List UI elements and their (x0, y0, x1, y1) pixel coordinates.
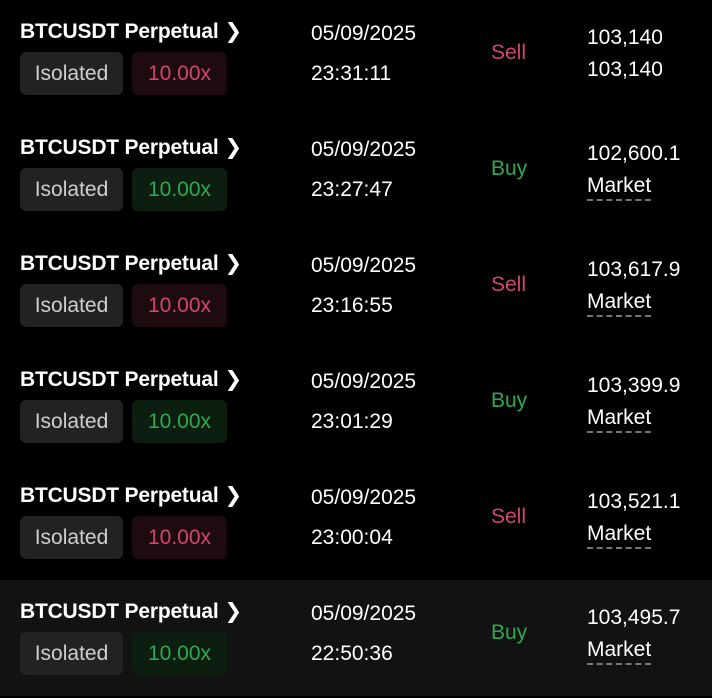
order-date: 05/09/2025 (311, 22, 417, 45)
order-type[interactable]: Market (587, 290, 652, 317)
order-type: 103,140 (587, 58, 663, 81)
order-time: 22:50:36 (311, 642, 393, 665)
order-type[interactable]: Market (587, 174, 652, 201)
margin-mode-badge: Isolated (20, 632, 123, 675)
order-price: 103,617.9 (587, 258, 681, 281)
symbol: BTCUSDT Perpetual (20, 368, 219, 391)
margin-mode-badge: Isolated (20, 52, 123, 95)
symbol: BTCUSDT Perpetual (20, 600, 219, 623)
chevron-right-icon: ❯ (224, 484, 242, 507)
order-row[interactable]: BTCUSDT Perpetual ❯ Isolated 10.00x 05/09… (0, 0, 712, 116)
margin-mode-badge: Isolated (20, 516, 123, 559)
order-date: 05/09/2025 (311, 370, 417, 393)
order-side: Buy (491, 157, 528, 180)
order-row[interactable]: BTCUSDT Perpetual ❯ Isolated 10.00x 05/09… (0, 232, 712, 348)
order-date: 05/09/2025 (311, 254, 417, 277)
order-price: 103,399.9 (587, 374, 681, 397)
order-date: 05/09/2025 (311, 602, 417, 625)
chevron-right-icon: ❯ (224, 600, 242, 623)
symbol-link[interactable]: BTCUSDT Perpetual ❯ (20, 251, 242, 276)
order-side: Sell (491, 505, 527, 528)
order-date: 05/09/2025 (311, 138, 417, 161)
order-type[interactable]: Market (587, 406, 652, 433)
order-row[interactable]: BTCUSDT Perpetual ❯ Isolated 10.00x 05/09… (0, 116, 712, 232)
symbol-link[interactable]: BTCUSDT Perpetual ❯ (20, 599, 242, 624)
chevron-right-icon: ❯ (224, 252, 242, 275)
order-row[interactable]: BTCUSDT Perpetual ❯ Isolated 10.00x 05/09… (0, 464, 712, 580)
symbol: BTCUSDT Perpetual (20, 136, 219, 159)
order-time: 23:00:04 (311, 526, 393, 549)
order-time: 23:31:11 (311, 62, 392, 85)
symbol-link[interactable]: BTCUSDT Perpetual ❯ (20, 483, 242, 508)
leverage-badge: 10.00x (132, 284, 227, 327)
chevron-right-icon: ❯ (224, 368, 242, 391)
symbol-link[interactable]: BTCUSDT Perpetual ❯ (20, 19, 242, 44)
leverage-badge: 10.00x (132, 400, 227, 443)
order-time: 23:27:47 (311, 178, 393, 201)
order-row[interactable]: BTCUSDT Perpetual ❯ Isolated 10.00x 05/09… (0, 348, 712, 464)
symbol-link[interactable]: BTCUSDT Perpetual ❯ (20, 367, 242, 392)
chevron-right-icon: ❯ (224, 136, 242, 159)
order-time: 23:16:55 (311, 294, 393, 317)
order-price: 102,600.1 (587, 142, 681, 165)
leverage-badge: 10.00x (132, 52, 227, 95)
order-type[interactable]: Market (587, 638, 652, 665)
symbol: BTCUSDT Perpetual (20, 252, 219, 275)
order-price: 103,521.1 (587, 490, 681, 513)
order-price: 103,140 (587, 26, 663, 49)
order-side: Buy (491, 621, 528, 644)
order-type[interactable]: Market (587, 522, 652, 549)
order-row[interactable]: BTCUSDT Perpetual ❯ Isolated 10.00x 05/09… (0, 580, 712, 696)
order-date: 05/09/2025 (311, 486, 417, 509)
order-side: Sell (491, 41, 527, 64)
order-side: Sell (491, 273, 527, 296)
margin-mode-badge: Isolated (20, 400, 123, 443)
order-price: 103,495.7 (587, 606, 681, 629)
symbol: BTCUSDT Perpetual (20, 484, 219, 507)
leverage-badge: 10.00x (132, 168, 227, 211)
leverage-badge: 10.00x (132, 632, 227, 675)
margin-mode-badge: Isolated (20, 284, 123, 327)
order-time: 23:01:29 (311, 410, 393, 433)
symbol-link[interactable]: BTCUSDT Perpetual ❯ (20, 135, 242, 160)
order-side: Buy (491, 389, 528, 412)
symbol: BTCUSDT Perpetual (20, 20, 219, 43)
margin-mode-badge: Isolated (20, 168, 123, 211)
chevron-right-icon: ❯ (224, 20, 242, 43)
leverage-badge: 10.00x (132, 516, 227, 559)
